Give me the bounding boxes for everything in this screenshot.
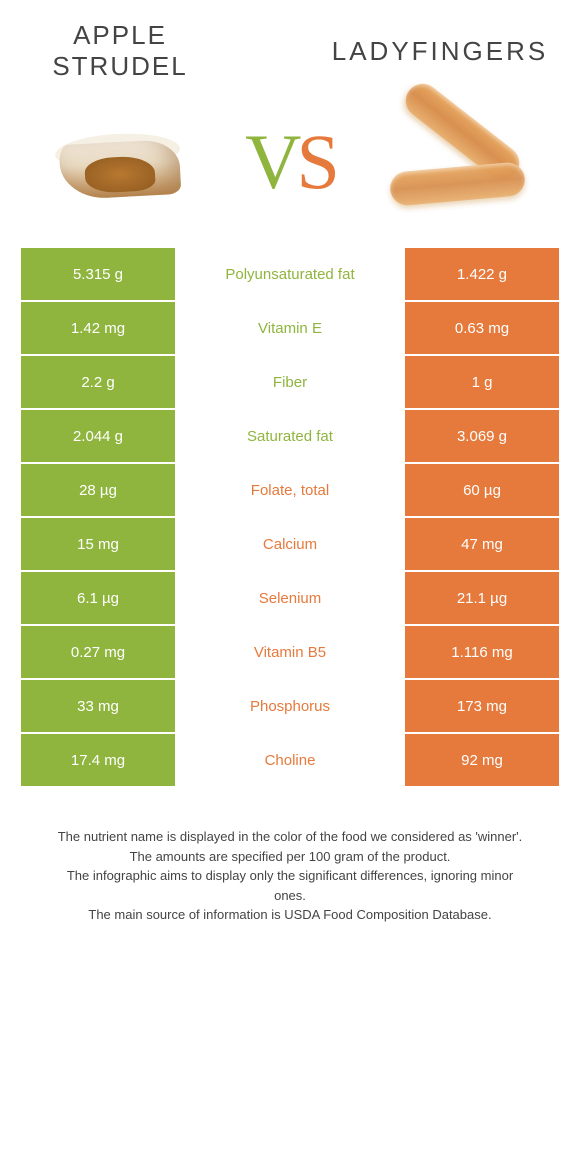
- table-row: 6.1 µgSelenium21.1 µg: [20, 571, 560, 625]
- vs-v: V: [245, 118, 296, 205]
- hero-row: VS: [20, 97, 560, 247]
- left-value-cell: 6.1 µg: [20, 571, 176, 625]
- left-value-cell: 15 mg: [20, 517, 176, 571]
- nutrient-label-cell: Vitamin B5: [176, 625, 404, 679]
- apple-strudel-icon: [40, 107, 200, 217]
- table-row: 33 mgPhosphorus173 mg: [20, 679, 560, 733]
- right-value-cell: 3.069 g: [404, 409, 560, 463]
- nutrient-label-cell: Vitamin E: [176, 301, 404, 355]
- nutrient-label-cell: Fiber: [176, 355, 404, 409]
- left-food-title: Apple Strudel: [30, 20, 210, 82]
- left-value-cell: 1.42 mg: [20, 301, 176, 355]
- nutrient-label-cell: Selenium: [176, 571, 404, 625]
- right-value-cell: 21.1 µg: [404, 571, 560, 625]
- nutrient-label-cell: Calcium: [176, 517, 404, 571]
- right-value-cell: 1 g: [404, 355, 560, 409]
- left-value-cell: 2.044 g: [20, 409, 176, 463]
- nutrient-label-cell: Saturated fat: [176, 409, 404, 463]
- right-food-title: Ladyfingers: [330, 36, 550, 67]
- infographic-container: Apple Strudel Ladyfingers VS 5.315 gPoly…: [0, 0, 580, 935]
- nutrient-label-cell: Polyunsaturated fat: [176, 247, 404, 301]
- nutrient-label-cell: Phosphorus: [176, 679, 404, 733]
- nutrient-label-cell: Choline: [176, 733, 404, 787]
- right-value-cell: 47 mg: [404, 517, 560, 571]
- nutrition-table: 5.315 gPolyunsaturated fat1.422 g1.42 mg…: [20, 247, 560, 787]
- table-row: 5.315 gPolyunsaturated fat1.422 g: [20, 247, 560, 301]
- left-value-cell: 0.27 mg: [20, 625, 176, 679]
- table-row: 1.42 mgVitamin E0.63 mg: [20, 301, 560, 355]
- footer-line: The amounts are specified per 100 gram o…: [50, 847, 530, 867]
- right-value-cell: 60 µg: [404, 463, 560, 517]
- table-row: 28 µgFolate, total60 µg: [20, 463, 560, 517]
- right-value-cell: 173 mg: [404, 679, 560, 733]
- right-value-cell: 1.422 g: [404, 247, 560, 301]
- vs-s: S: [296, 118, 334, 205]
- table-row: 15 mgCalcium47 mg: [20, 517, 560, 571]
- left-value-cell: 17.4 mg: [20, 733, 176, 787]
- table-row: 17.4 mgCholine92 mg: [20, 733, 560, 787]
- table-row: 2.2 gFiber1 g: [20, 355, 560, 409]
- left-value-cell: 33 mg: [20, 679, 176, 733]
- footer-line: The infographic aims to display only the…: [50, 866, 530, 905]
- vs-label: VS: [245, 117, 335, 207]
- table-row: 0.27 mgVitamin B51.116 mg: [20, 625, 560, 679]
- left-value-cell: 5.315 g: [20, 247, 176, 301]
- left-value-cell: 2.2 g: [20, 355, 176, 409]
- footer-line: The nutrient name is displayed in the co…: [50, 827, 530, 847]
- right-value-cell: 1.116 mg: [404, 625, 560, 679]
- footer-notes: The nutrient name is displayed in the co…: [20, 827, 560, 925]
- nutrient-label-cell: Folate, total: [176, 463, 404, 517]
- right-value-cell: 92 mg: [404, 733, 560, 787]
- right-value-cell: 0.63 mg: [404, 301, 560, 355]
- footer-line: The main source of information is USDA F…: [50, 905, 530, 925]
- header: Apple Strudel Ladyfingers: [20, 20, 560, 97]
- table-row: 2.044 gSaturated fat3.069 g: [20, 409, 560, 463]
- ladyfingers-icon: [380, 107, 540, 217]
- left-value-cell: 28 µg: [20, 463, 176, 517]
